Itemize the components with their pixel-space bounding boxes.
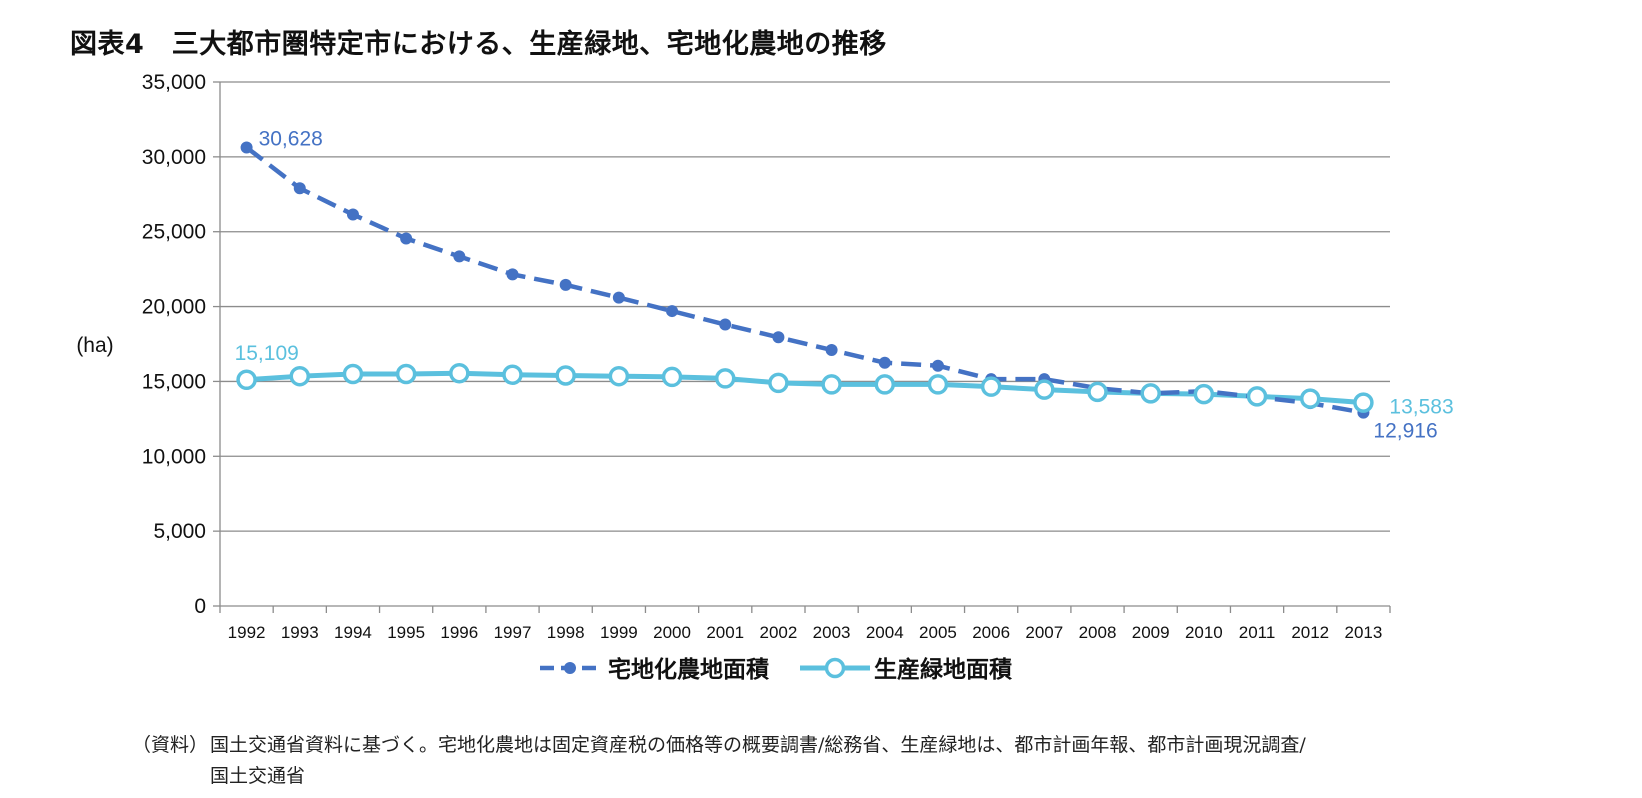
point-residential-farmland	[240, 141, 253, 154]
x-tick-label: 2002	[759, 623, 797, 642]
y-tick-label: 5,000	[153, 520, 206, 543]
data-label-residential-end: 12,916	[1373, 420, 1437, 443]
source-label: （資料）	[132, 734, 209, 756]
data-label-residential-start: 30,628	[259, 127, 323, 150]
y-tick-label: 35,000	[142, 71, 206, 94]
x-tick-label: 2003	[813, 623, 851, 642]
legend-marker-residential	[564, 662, 576, 674]
point-production-green	[768, 372, 789, 394]
x-tick-label: 2010	[1185, 623, 1223, 642]
point-production-green	[927, 374, 949, 395]
point-production-green	[1353, 392, 1374, 413]
x-tick-label: 2012	[1291, 623, 1329, 642]
point-production-green	[980, 376, 1002, 397]
x-tick-label: 2000	[653, 623, 691, 642]
point-residential-farmland	[772, 331, 785, 344]
point-residential-farmland	[612, 291, 625, 304]
x-tick-label: 2008	[1079, 623, 1117, 642]
x-tick-label: 1992	[228, 623, 266, 642]
point-production-green	[1034, 379, 1055, 400]
point-production-green	[449, 362, 470, 384]
y-tick-label: 0	[194, 595, 206, 618]
point-residential-farmland	[346, 208, 359, 221]
y-axis-label: (ha)	[76, 334, 113, 357]
point-production-green	[236, 369, 257, 391]
x-tick-label: 1997	[494, 623, 532, 642]
gridlines	[220, 81, 1390, 532]
series-line-residential-farmland	[245, 145, 1364, 415]
point-production-green	[1087, 381, 1108, 403]
source-text-line2: 国土交通省	[210, 765, 306, 787]
x-tick-label: 1995	[387, 623, 425, 642]
point-production-green	[289, 365, 311, 387]
legend-marker-production	[824, 657, 846, 679]
legend-label-residential: 宅地化農地面積	[608, 656, 770, 683]
x-tick-label: 2013	[1344, 623, 1382, 642]
x-tick-label: 2006	[972, 623, 1010, 642]
x-tick-label: 2007	[1025, 623, 1063, 642]
point-production-green	[874, 374, 896, 395]
point-production-green	[1299, 388, 1321, 409]
point-residential-farmland	[719, 318, 732, 331]
y-tick-label: 20,000	[142, 296, 206, 319]
point-residential-farmland	[666, 305, 679, 318]
point-residential-farmland	[453, 250, 466, 263]
point-residential-farmland	[293, 182, 306, 195]
point-production-green	[1246, 386, 1268, 407]
point-residential-farmland	[878, 356, 891, 369]
y-tick-label: 30,000	[142, 146, 206, 169]
data-label-production-start: 15,109	[235, 342, 299, 365]
x-tick-label: 1996	[440, 623, 478, 642]
point-production-green	[502, 364, 523, 385]
series-lines	[236, 141, 1374, 419]
point-production-green	[1193, 383, 1215, 405]
point-residential-farmland	[559, 278, 572, 291]
x-tick-label: 1994	[334, 623, 372, 642]
data-label-production-end: 13,583	[1389, 396, 1453, 419]
legend: 宅地化農地面積 生産緑地面積	[540, 656, 1013, 683]
x-tick-label: 2004	[866, 623, 904, 642]
y-tick-label: 25,000	[142, 221, 206, 244]
x-tick-label: 2005	[919, 623, 957, 642]
source-text-line1: 国土交通省資料に基づく。宅地化農地は固定資産税の価格等の概要調書/総務省、生産緑…	[210, 734, 1306, 756]
point-production-green	[661, 366, 683, 388]
point-production-green	[342, 363, 364, 385]
chart-title: 図表4 三大都市圏特定市における、生産緑地、宅地化農地の推移	[70, 29, 887, 60]
point-residential-farmland	[400, 232, 413, 245]
point-residential-farmland	[506, 268, 519, 281]
x-tick-label: 2001	[706, 623, 744, 642]
point-production-green	[1140, 383, 1161, 404]
data-labels: 30,628 12,916 15,109 13,583	[235, 127, 1454, 442]
point-residential-farmland	[825, 343, 838, 356]
legend-label-production: 生産緑地面積	[874, 656, 1013, 683]
x-tick-label: 2009	[1132, 623, 1170, 642]
x-tick-label: 1998	[547, 623, 585, 642]
point-production-green	[714, 368, 736, 389]
x-tick-label: 1999	[600, 623, 638, 642]
y-tick-label: 15,000	[142, 370, 206, 393]
axes: 0 5,000 10,000 15,000 20,000 25,000 30,000 35,0…	[76, 71, 1391, 642]
x-tick-label: 2011	[1239, 623, 1276, 642]
point-production-green	[555, 365, 576, 386]
point-production-green	[821, 374, 842, 395]
point-production-green	[608, 365, 630, 387]
point-residential-farmland	[931, 359, 944, 372]
point-production-green	[395, 363, 417, 385]
x-tick-label: 1993	[281, 623, 319, 642]
line-chart: 0 5,000 10,000 15,000 20,000 25,000 30,000 35,0…	[76, 71, 1454, 683]
source-note: （資料） 国土交通省資料に基づく。宅地化農地は固定資産税の価格等の概要調書/総務省…	[132, 730, 1592, 792]
y-tick-label: 10,000	[142, 445, 206, 468]
